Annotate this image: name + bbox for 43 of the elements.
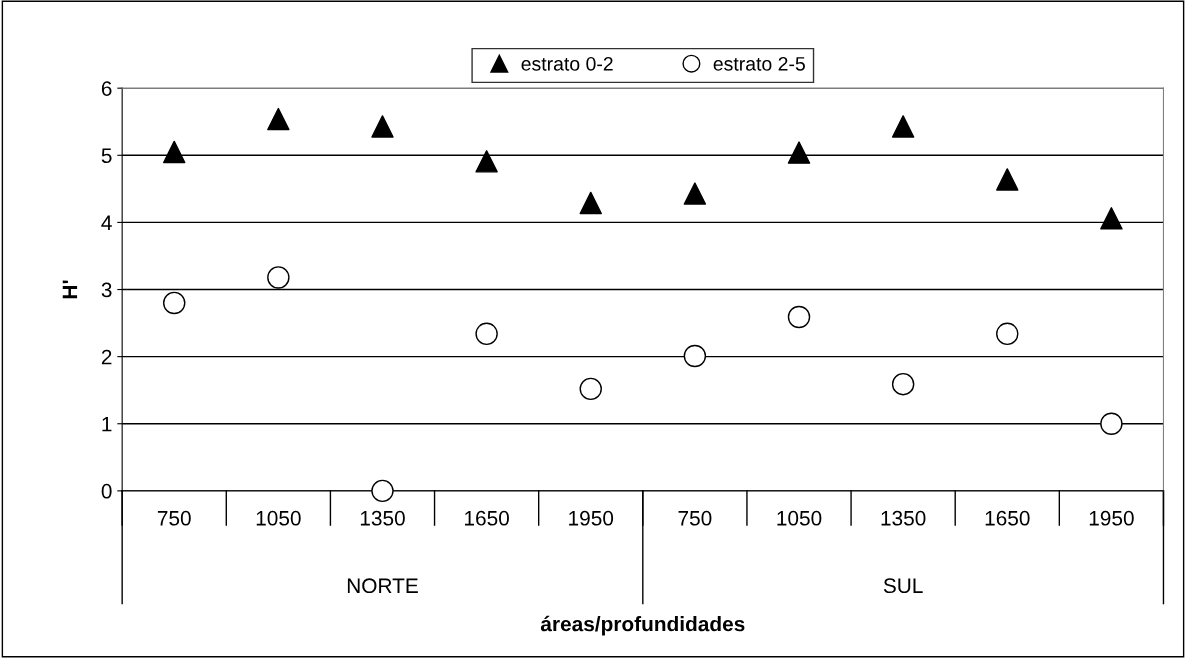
point bbox=[267, 266, 290, 289]
point bbox=[996, 168, 1019, 191]
y-tick-label: 4 bbox=[101, 215, 112, 230]
x-tick-label: 1950 bbox=[569, 510, 614, 526]
point bbox=[683, 182, 707, 205]
y-tick-label: 1 bbox=[102, 416, 112, 432]
y-tick-label: 0 bbox=[101, 483, 112, 499]
point bbox=[996, 322, 1019, 346]
legend-label: estrato 2-5 bbox=[713, 56, 805, 71]
point bbox=[891, 115, 915, 138]
text: SUL bbox=[883, 578, 923, 594]
y-axis-title: H' bbox=[62, 280, 78, 299]
x-axis-title: áreas/profundidades bbox=[540, 615, 745, 636]
x-tick-label: 1350 bbox=[360, 510, 405, 526]
point bbox=[162, 140, 186, 164]
x-tick-label: 1650 bbox=[985, 510, 1030, 526]
y-tick-label: 3 bbox=[101, 282, 112, 298]
x-tick-label: 750 bbox=[157, 510, 191, 526]
x-tick-label: 1050 bbox=[256, 510, 301, 526]
point bbox=[579, 191, 602, 215]
point bbox=[162, 291, 186, 315]
legend-label: estrato 0-2 bbox=[521, 56, 613, 71]
y-tick-label: 2 bbox=[101, 349, 112, 365]
y-tick-label: 5 bbox=[101, 148, 112, 164]
point bbox=[891, 372, 915, 396]
x-tick-label: 1050 bbox=[777, 510, 822, 526]
x-tick-label: 1650 bbox=[465, 510, 509, 526]
point bbox=[475, 322, 498, 346]
x-tick-label: 1950 bbox=[1089, 510, 1134, 526]
point bbox=[267, 107, 290, 131]
point bbox=[371, 115, 394, 138]
point bbox=[787, 141, 811, 164]
text: NORTE bbox=[347, 578, 418, 594]
point bbox=[1100, 207, 1123, 230]
point bbox=[787, 305, 811, 329]
x-tick-label: 1350 bbox=[881, 510, 926, 526]
point bbox=[475, 150, 498, 173]
y-tick-label: 6 bbox=[101, 81, 112, 96]
point bbox=[371, 479, 394, 503]
point bbox=[1100, 412, 1123, 435]
x-tick-label: 750 bbox=[678, 510, 712, 526]
point bbox=[579, 377, 602, 401]
point bbox=[683, 344, 707, 368]
